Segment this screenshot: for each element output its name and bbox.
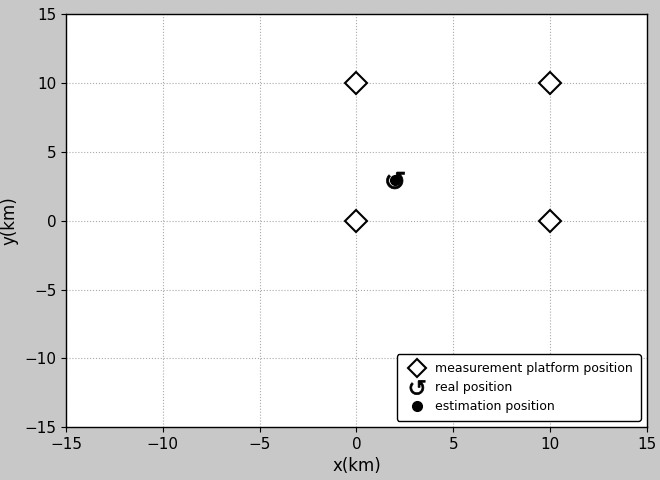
- measurement platform position: [546, 218, 554, 224]
- measurement platform position: [352, 218, 360, 224]
- measurement platform position: [352, 80, 360, 86]
- measurement platform position: [546, 80, 554, 86]
- Y-axis label: y(km): y(km): [1, 196, 18, 245]
- Line: measurement platform position: measurement platform position: [348, 75, 558, 228]
- X-axis label: x(km): x(km): [332, 457, 381, 476]
- Legend: measurement platform position, real position, estimation position: measurement platform position, real posi…: [397, 354, 641, 421]
